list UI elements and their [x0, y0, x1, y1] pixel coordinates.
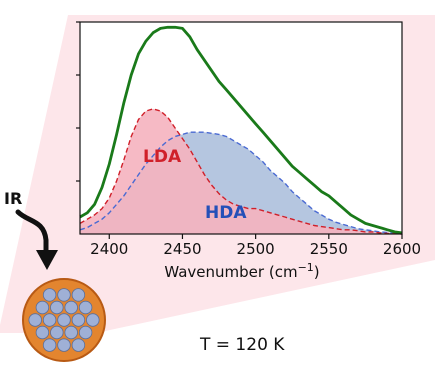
ir-arrowhead-icon: [36, 250, 58, 270]
x-tick-label: 2600: [383, 240, 421, 258]
x-tick-label: 2400: [90, 240, 128, 258]
pore-icon: [71, 313, 86, 327]
pore-icon: [78, 325, 93, 340]
x-axis-ticks: 2400 2450 2500 2550 2600: [90, 234, 421, 258]
lda-label: LDA: [143, 147, 182, 167]
pore-icon: [35, 325, 50, 340]
x-tick-label: 2550: [310, 240, 348, 258]
x-tick-label: 2450: [163, 240, 201, 258]
pore-icon: [86, 313, 100, 327]
series-line-hda: [79, 131, 403, 235]
pore-icon: [57, 288, 71, 302]
x-axis-title-superscript: −1: [298, 261, 314, 274]
pore-icon: [57, 313, 71, 327]
pore-icon: [64, 325, 78, 340]
pore-icon: [78, 300, 93, 315]
nanopore-particle-icon: [22, 278, 106, 362]
x-axis-title-main: Wavenumber (cm: [164, 263, 297, 281]
series-line-lda: [79, 108, 403, 235]
pore-icon: [71, 338, 86, 352]
pore-icon: [28, 313, 42, 327]
pore-icon: [57, 338, 71, 352]
x-axis-title: Wavenumber (cm−1): [164, 261, 319, 281]
pore-icon: [35, 300, 50, 315]
pore-icon: [71, 288, 86, 302]
pore-icon: [42, 313, 57, 327]
series-line-total: [79, 25, 403, 235]
pore-icon: [42, 338, 57, 352]
pore-icon: [42, 288, 57, 302]
series-layer: [79, 25, 403, 235]
y-axis-ticks: [76, 21, 80, 182]
hda-label: HDA: [205, 203, 247, 223]
pore-icon: [50, 325, 64, 340]
ir-arrow-icon: [15, 209, 49, 253]
series-area-lda: [80, 108, 402, 234]
pore-icon: [50, 300, 64, 315]
ir-label: IR: [4, 189, 22, 208]
x-axis-title-tail: ): [314, 263, 320, 281]
x-tick-label: 2500: [237, 240, 275, 258]
pore-icon: [64, 300, 78, 315]
temperature-label: T = 120 K: [199, 335, 285, 355]
